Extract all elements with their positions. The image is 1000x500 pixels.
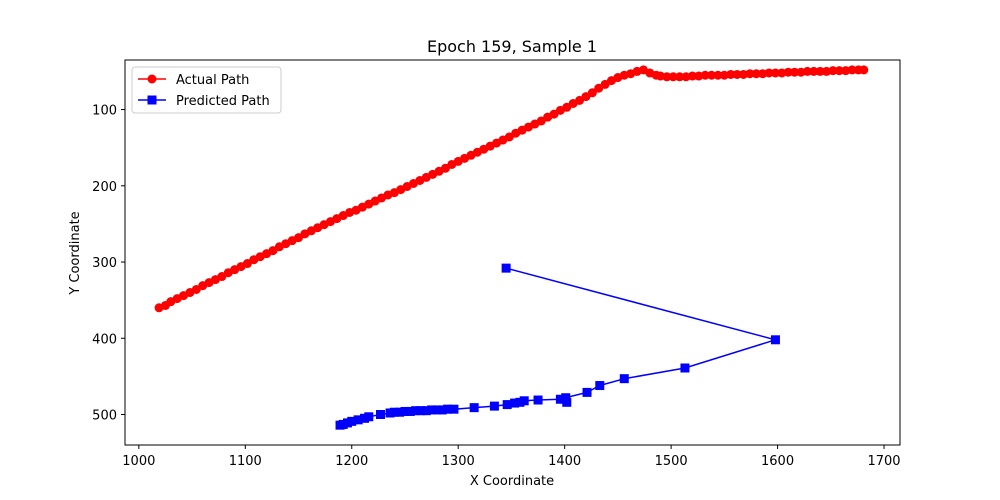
actual-path-point — [713, 70, 723, 80]
predicted-path-point — [432, 405, 442, 415]
predicted-path-point — [375, 410, 385, 420]
legend-actual-path-label: Actual Path — [176, 73, 249, 88]
actual-path-point — [834, 66, 844, 76]
predicted-path-point — [595, 381, 605, 391]
predicted-path-point — [385, 408, 395, 418]
predicted-path-point — [469, 403, 479, 413]
legend-actual-path-marker — [147, 74, 157, 84]
predicted-path-point — [582, 387, 592, 397]
predicted-path-point — [421, 406, 431, 416]
actual-path-point — [859, 65, 869, 75]
actual-path-point — [662, 72, 672, 82]
predicted-path-point — [533, 395, 543, 405]
actual-path-point — [847, 65, 857, 75]
predicted-path-point — [770, 335, 780, 345]
x-tick-label: 1200 — [335, 454, 368, 469]
actual-path-point — [668, 72, 678, 82]
predicted-path-point — [335, 420, 345, 430]
predicted-path-point — [416, 406, 426, 416]
x-tick-label: 1000 — [122, 454, 155, 469]
legend-predicted-path-marker — [147, 95, 157, 105]
axes: 1000 1100 1200 1300 1400 1500 1600 1700 100 200 30… — [92, 59, 901, 469]
actual-path-point — [828, 66, 838, 76]
predicted-path-point — [405, 406, 415, 416]
actual-path-point — [802, 66, 812, 76]
x-tick-label: 1700 — [867, 454, 900, 469]
actual-path-point — [726, 69, 736, 79]
x-tick-label: 1400 — [548, 454, 581, 469]
legend-box — [131, 66, 282, 114]
actual-path-point — [783, 67, 793, 77]
predicted-path-point — [562, 397, 572, 407]
plot-frame — [124, 59, 901, 446]
predicted-path-point — [680, 363, 690, 373]
x-tick-label: 1500 — [655, 454, 688, 469]
y-axis-label: Y Coordinate — [68, 211, 83, 295]
legend: Actual Path Predicted Path — [131, 66, 282, 114]
predicted-path-point — [555, 394, 565, 404]
actual-path-point — [770, 68, 780, 78]
predicted-path-point — [395, 407, 405, 417]
predicted-path-point — [449, 404, 459, 414]
predicted-path-point — [360, 413, 370, 423]
x-tick-label: 1600 — [761, 454, 794, 469]
y-tick-label: 500 — [92, 409, 117, 424]
actual-path-point — [815, 66, 825, 76]
predicted-path-point — [411, 406, 421, 416]
y-tick-label: 200 — [92, 180, 117, 195]
x-tick-label: 1300 — [442, 454, 475, 469]
actual-path-point — [732, 69, 742, 79]
x-axis-label: X Coordinate — [470, 474, 554, 489]
predicted-path-point — [561, 393, 571, 403]
y-tick-label: 100 — [92, 104, 117, 119]
x-tick-label: 1100 — [229, 454, 262, 469]
actual-path-point — [809, 66, 819, 76]
actual-path-point — [790, 67, 800, 77]
predicted-path-point — [510, 398, 520, 408]
actual-path-point — [675, 72, 685, 82]
predicted-path-point — [515, 397, 525, 407]
actual-path-point — [687, 71, 697, 81]
predicted-path-point — [489, 401, 499, 411]
y-tick-label: 400 — [92, 332, 117, 347]
actual-path-point — [587, 88, 597, 98]
actual-path-point — [707, 70, 717, 80]
predicted-path-point — [619, 374, 629, 384]
predicted-path-point — [427, 405, 437, 415]
actual-path-point — [764, 68, 774, 78]
predicted-path-point — [443, 404, 453, 414]
legend-predicted-path-label: Predicted Path — [176, 94, 270, 109]
predicted-path-point — [437, 405, 447, 415]
actual-path-point — [745, 69, 755, 79]
plot-marks — [154, 65, 869, 430]
predicted-path-point — [400, 406, 410, 416]
chart-title: Epoch 159, Sample 1 — [427, 37, 597, 56]
predicted-path-point — [502, 400, 512, 410]
actual-path-point — [700, 70, 710, 80]
actual-path-point — [751, 69, 761, 79]
predicted-path-point — [501, 263, 511, 273]
y-tick-label: 300 — [92, 256, 117, 271]
predicted-path-point — [353, 415, 363, 425]
